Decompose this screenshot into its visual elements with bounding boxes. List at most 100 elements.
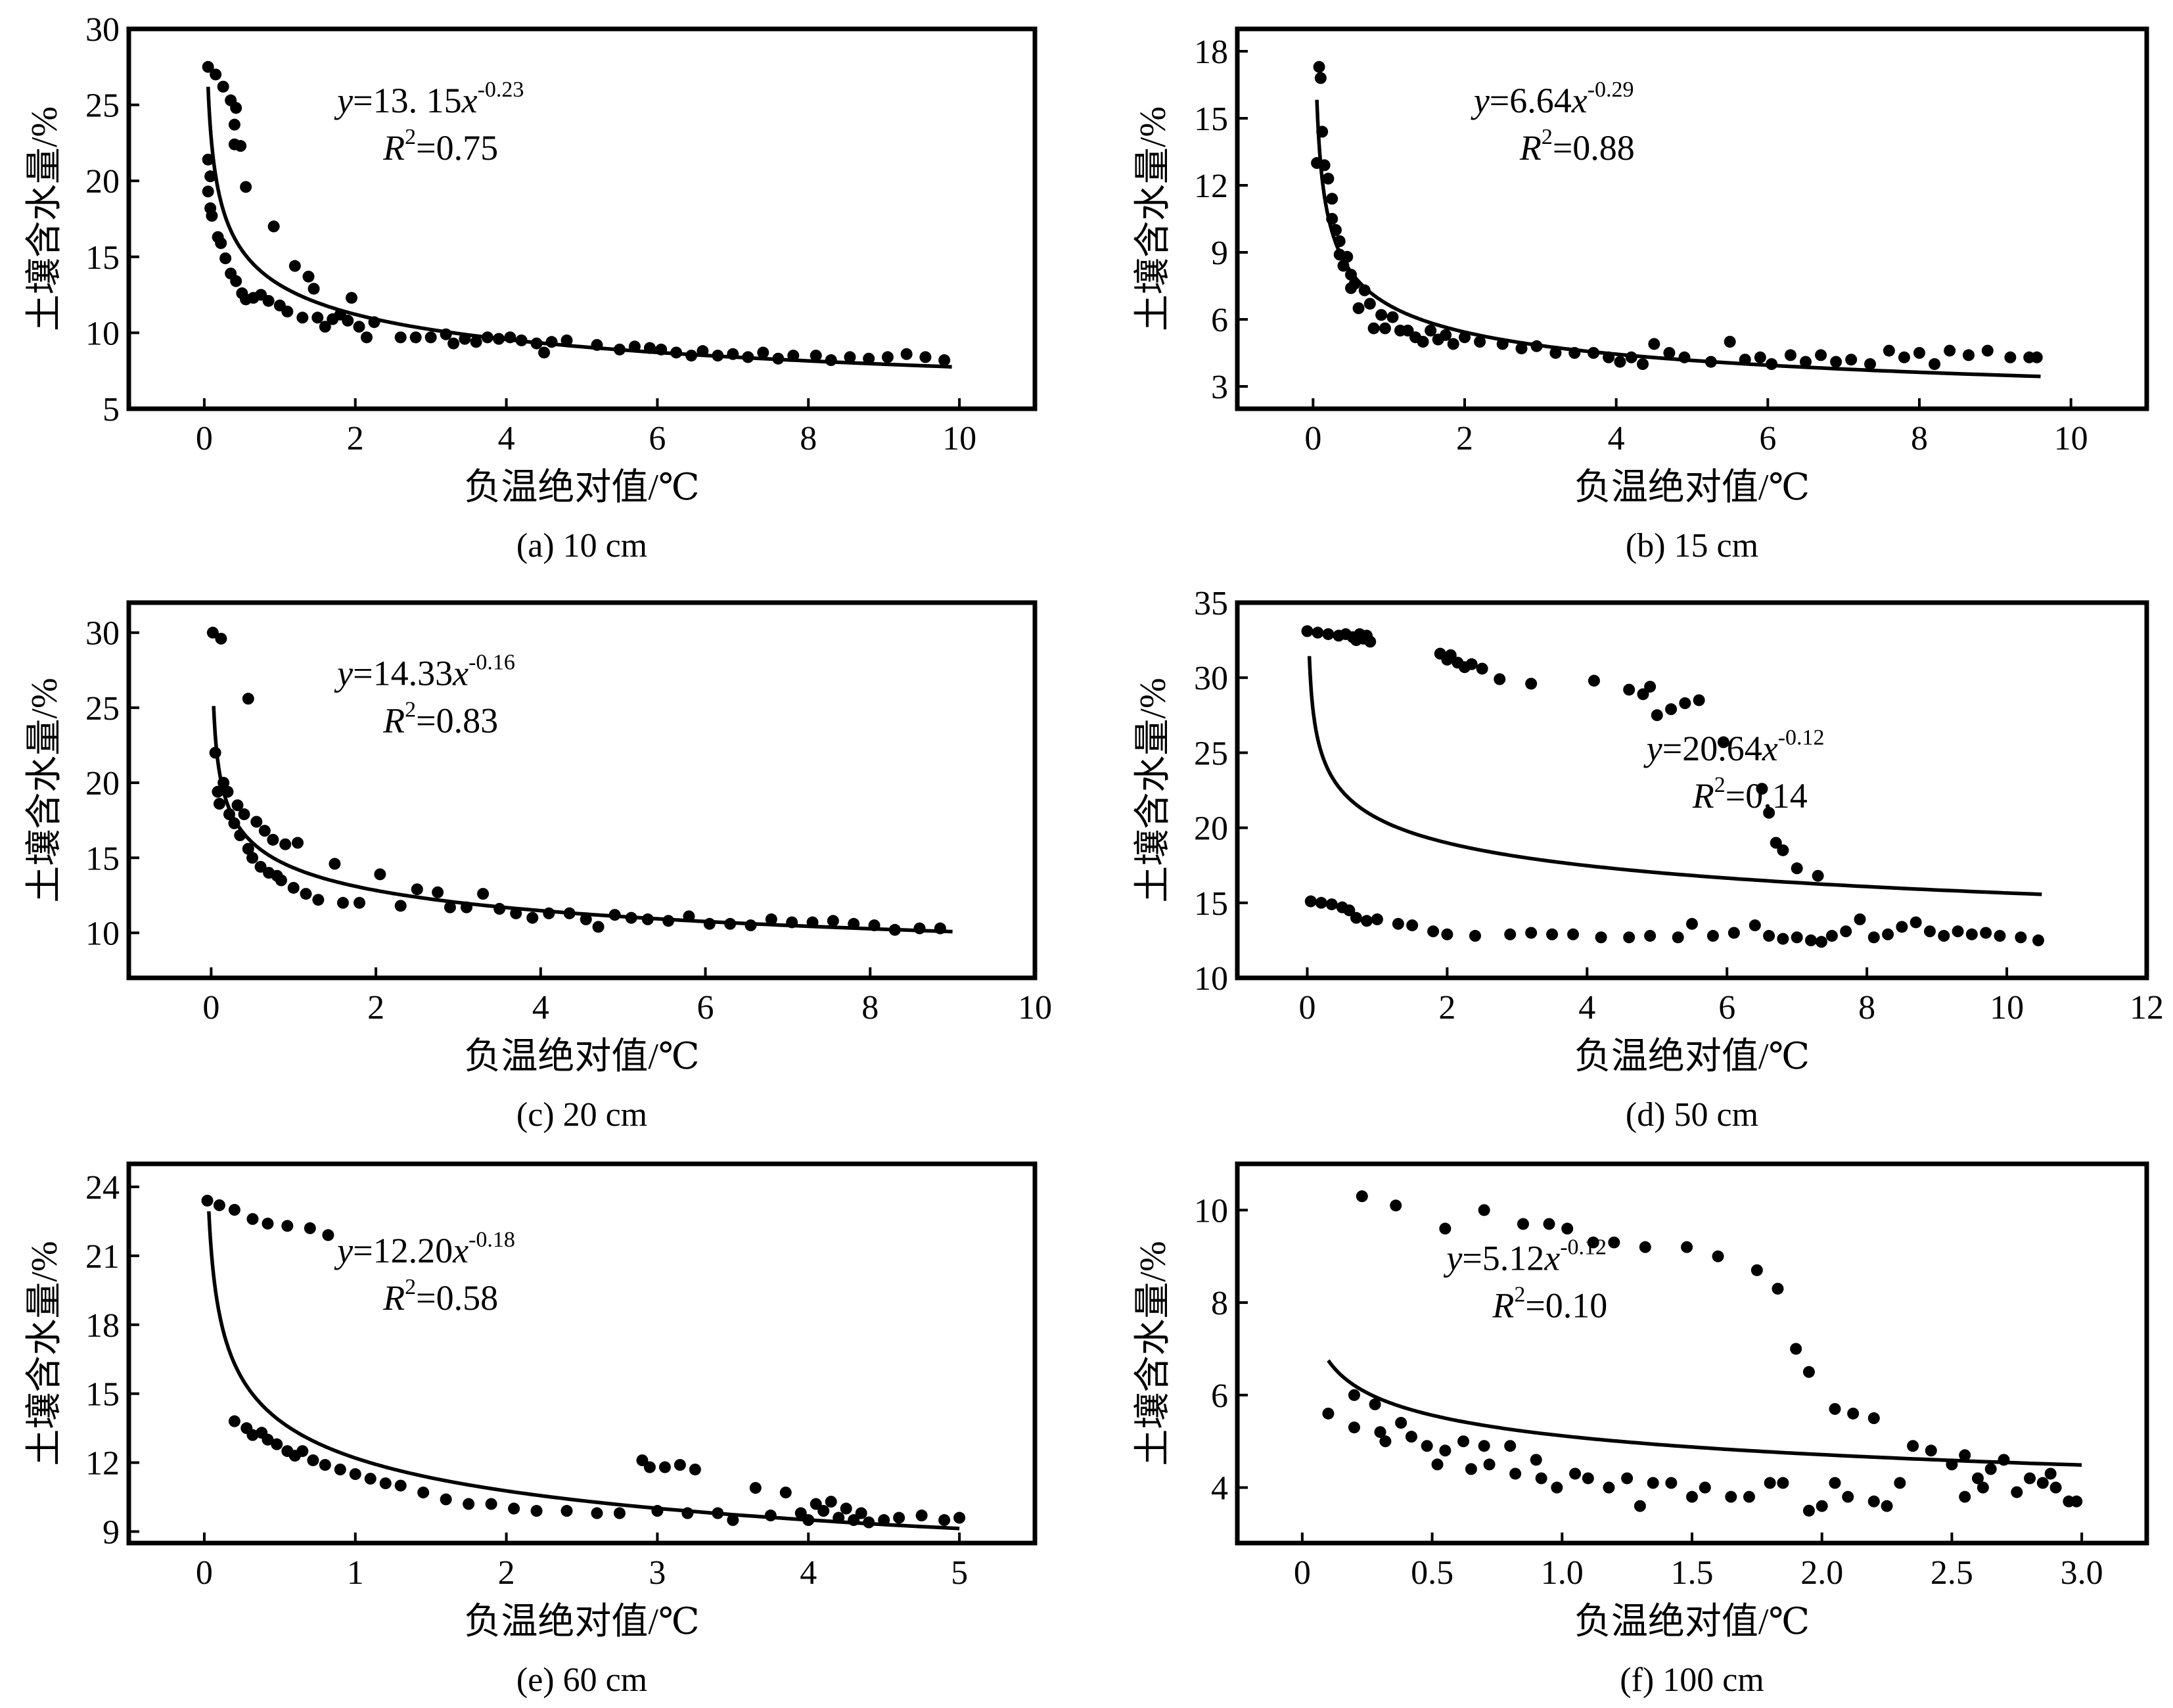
data-point (1314, 72, 1327, 84)
data-point (1582, 1472, 1594, 1485)
data-point (246, 852, 259, 864)
data-point (560, 1505, 573, 1517)
data-point (281, 1220, 294, 1232)
data-point (1802, 1366, 1815, 1378)
data-point (204, 170, 217, 183)
data-point (833, 1512, 845, 1524)
data-point (201, 1194, 214, 1207)
fit-equation: y=12.20x-0.18 (334, 1228, 515, 1270)
fit-curve (1327, 1359, 2082, 1467)
data-point (1867, 931, 1880, 944)
data-point (643, 342, 656, 354)
data-point (1763, 930, 1775, 942)
data-point (662, 915, 675, 927)
data-point (1360, 915, 1373, 927)
x-tick-label: 8 (1858, 989, 1875, 1027)
x-tick-label: 0 (196, 420, 213, 457)
y-tick-label: 15 (85, 239, 120, 277)
data-point (1717, 736, 1729, 749)
data-point (215, 237, 227, 249)
data-point (287, 881, 300, 894)
fit-equation: y=20.64x-0.12 (1643, 726, 1825, 768)
data-point (1802, 1504, 1815, 1517)
data-point (1525, 678, 1538, 690)
data-point (1770, 837, 1782, 849)
data-point (240, 181, 252, 193)
data-point (329, 858, 341, 870)
data-point (1483, 1458, 1496, 1471)
data-point (1478, 1204, 1490, 1216)
data-point (1854, 913, 1866, 925)
y-tick-label: 10 (1194, 960, 1228, 998)
data-point (1469, 930, 1481, 942)
data-point (1944, 344, 1956, 357)
x-axis-title: 负温绝对值/℃ (1574, 1036, 1810, 1077)
x-tick-label: 0 (1298, 989, 1315, 1027)
y-tick-label: 35 (1194, 585, 1228, 622)
data-point (764, 1510, 777, 1522)
data-point (235, 140, 247, 152)
x-axis-title: 负温绝对值/℃ (1574, 467, 1810, 508)
data-point (411, 883, 423, 896)
data-point (1439, 1444, 1452, 1457)
y-tick-label: 30 (85, 11, 120, 49)
y-tick-label: 21 (85, 1238, 120, 1276)
data-point (1699, 1481, 1711, 1494)
data-point (242, 842, 254, 855)
data-point (1634, 1500, 1646, 1512)
data-point (1772, 1282, 1784, 1295)
data-point (1681, 1241, 1693, 1253)
x-tick-label: 1.5 (1671, 1554, 1714, 1592)
data-point (1427, 925, 1440, 938)
data-point (477, 888, 490, 900)
data-point (1395, 1417, 1407, 1429)
data-point (231, 799, 244, 812)
data-point (288, 260, 301, 272)
data-point (1326, 193, 1338, 205)
data-point (508, 1502, 520, 1515)
x-axis-title: 负温绝对值/℃ (464, 1602, 699, 1642)
data-point (848, 1514, 860, 1527)
data-point (1896, 921, 1908, 933)
data-point (1379, 322, 1391, 335)
data-point (1847, 1407, 1860, 1419)
x-tick-label: 10 (2054, 420, 2088, 457)
data-point (749, 1482, 762, 1494)
y-tick-label: 15 (85, 840, 120, 877)
data-point (1984, 1463, 1997, 1475)
panel-caption: (f) 100 cm (1620, 1661, 1764, 1699)
data-point (1369, 1398, 1381, 1410)
data-point (530, 337, 543, 350)
x-tick-label: 5 (951, 1554, 968, 1592)
data-point (1725, 1490, 1737, 1503)
data-point (1322, 172, 1335, 185)
data-point (1345, 269, 1357, 281)
data-point (1829, 1402, 1841, 1415)
data-point (275, 874, 287, 887)
data-point (2015, 931, 2027, 944)
fit-equation: y=5.12x-0.12 (1443, 1235, 1607, 1278)
data-point (1350, 912, 1362, 924)
data-point (1777, 1477, 1789, 1489)
data-point (1678, 351, 1691, 363)
data-point (1325, 898, 1338, 911)
data-point (772, 352, 785, 365)
x-tick-label: 6 (649, 420, 666, 457)
panel-caption: (a) 10 cm (516, 527, 647, 565)
y-tick-label: 25 (1194, 735, 1228, 772)
data-point (817, 1505, 830, 1517)
plot-frame (1235, 1161, 2149, 1546)
data-point (591, 1507, 603, 1519)
data-point (1517, 1218, 1529, 1230)
data-point (353, 321, 365, 333)
data-point (683, 910, 695, 923)
x-tick-label: 6 (697, 989, 714, 1027)
data-point (319, 321, 331, 333)
data-point (206, 626, 219, 639)
data-point (1431, 1458, 1444, 1471)
data-point (1352, 302, 1365, 314)
x-tick-label: 2 (1456, 420, 1473, 457)
data-point (613, 343, 626, 356)
data-point (1603, 351, 1615, 363)
